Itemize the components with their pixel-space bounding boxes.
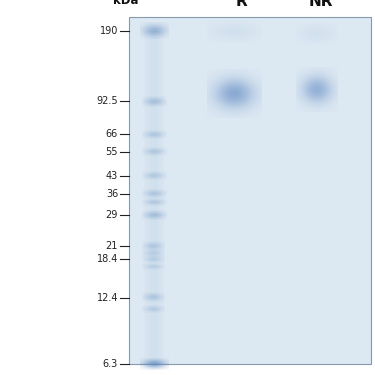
Text: 43: 43 <box>106 171 118 181</box>
Text: 21: 21 <box>106 241 118 251</box>
Text: kDa: kDa <box>113 0 138 8</box>
Text: 36: 36 <box>106 189 118 199</box>
Text: 92.5: 92.5 <box>96 96 118 106</box>
Text: 55: 55 <box>106 147 118 157</box>
Text: 190: 190 <box>100 26 118 36</box>
Text: 12.4: 12.4 <box>97 292 118 303</box>
Text: R: R <box>236 0 248 9</box>
FancyBboxPatch shape <box>129 17 371 364</box>
Text: 29: 29 <box>106 210 118 220</box>
Text: 18.4: 18.4 <box>97 254 118 264</box>
Text: 6.3: 6.3 <box>103 359 118 369</box>
Text: NR: NR <box>308 0 333 9</box>
Text: 66: 66 <box>106 129 118 140</box>
